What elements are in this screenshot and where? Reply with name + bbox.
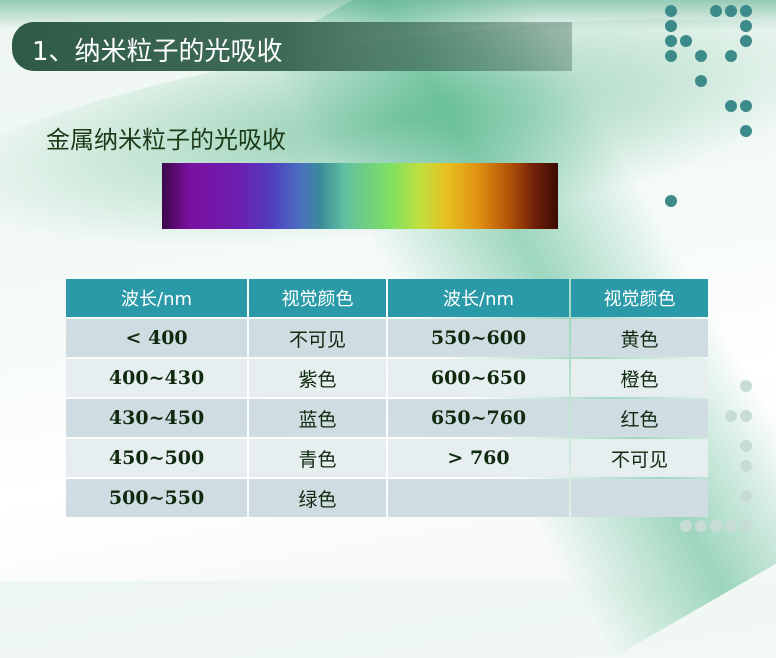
- decorative-dot: [665, 20, 677, 32]
- table-cell: 430~450: [66, 399, 248, 437]
- table-row: < 400 不可见 550~600 黄色: [66, 319, 708, 357]
- table-cell: 绿色: [249, 479, 386, 517]
- slide-subtitle: 金属纳米粒子的光吸收: [46, 126, 286, 154]
- header-cell: 波长/nm: [66, 279, 248, 317]
- decorative-dot: [665, 50, 677, 62]
- decorative-dot: [740, 380, 752, 392]
- decorative-dot: [725, 520, 737, 532]
- decorative-dot: [710, 520, 722, 532]
- table-cell: 不可见: [571, 439, 708, 477]
- decorative-dot: [725, 5, 737, 17]
- decorative-dot: [695, 50, 707, 62]
- table-cell: 500~550: [66, 479, 248, 517]
- table-cell: 橙色: [571, 359, 708, 397]
- decorative-dot: [740, 100, 752, 112]
- decorative-dot: [725, 410, 737, 422]
- header-cell: 视觉颜色: [249, 279, 386, 317]
- decorative-dot: [725, 100, 737, 112]
- decorative-dot: [740, 410, 752, 422]
- decorative-dot: [665, 5, 677, 17]
- decorative-dot: [665, 195, 677, 207]
- table-cell: > 760: [387, 439, 570, 477]
- table-cell: < 400: [66, 319, 248, 357]
- decorative-dot: [695, 75, 707, 87]
- table-cell: [387, 479, 570, 517]
- wavelength-color-table: 波长/nm 视觉颜色 波长/nm 视觉颜色 < 400 不可见 550~600 黄色 …: [64, 277, 710, 519]
- decorative-dot: [740, 5, 752, 17]
- decorative-dot: [695, 520, 707, 532]
- table-cell: 600~650: [387, 359, 570, 397]
- decorative-dot: [740, 460, 752, 472]
- spectrum-image: [162, 163, 558, 229]
- decorative-dot: [740, 20, 752, 32]
- decorative-dot: [680, 520, 692, 532]
- table-cell: 450~500: [66, 439, 248, 477]
- decorative-dot: [710, 5, 722, 17]
- table-cell: 紫色: [249, 359, 386, 397]
- decorative-dot: [740, 490, 752, 502]
- title-bar: [12, 22, 572, 71]
- header-cell: 波长/nm: [387, 279, 570, 317]
- decorative-dot: [740, 520, 752, 532]
- table-cell: 550~600: [387, 319, 570, 357]
- table-cell: 青色: [249, 439, 386, 477]
- decorative-dot: [725, 50, 737, 62]
- header-cell: 视觉颜色: [571, 279, 708, 317]
- table-row: 500~550 绿色: [66, 479, 708, 517]
- table-cell: 400~430: [66, 359, 248, 397]
- table-cell: 黄色: [571, 319, 708, 357]
- decorative-dot: [680, 35, 692, 47]
- table-cell: 650~760: [387, 399, 570, 437]
- decorative-dot: [740, 125, 752, 137]
- table-row: 430~450 蓝色 650~760 红色: [66, 399, 708, 437]
- table-row: 400~430 紫色 600~650 橙色: [66, 359, 708, 397]
- slide-title: 1、纳米粒子的光吸收: [32, 37, 283, 67]
- table-cell: 红色: [571, 399, 708, 437]
- table-row: 450~500 青色 > 760 不可见: [66, 439, 708, 477]
- decorative-dot: [740, 440, 752, 452]
- table-header-row: 波长/nm 视觉颜色 波长/nm 视觉颜色: [66, 279, 708, 317]
- decorative-dot: [665, 35, 677, 47]
- table-cell: 不可见: [249, 319, 386, 357]
- decorative-dot: [740, 35, 752, 47]
- table-cell: [571, 479, 708, 517]
- table-cell: 蓝色: [249, 399, 386, 437]
